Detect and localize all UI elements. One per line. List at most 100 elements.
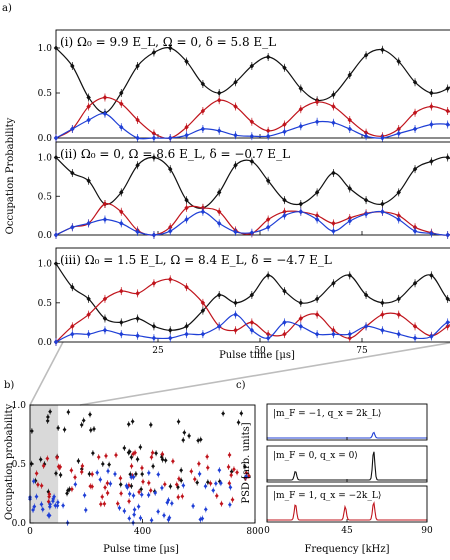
black-data-point — [217, 189, 222, 195]
red-data-point — [217, 97, 222, 103]
red-data-point — [36, 482, 40, 487]
black-data-point — [100, 461, 105, 467]
blue-data-point — [396, 130, 401, 137]
black-data-point — [233, 300, 238, 306]
black-data-point — [380, 47, 385, 53]
black-fit-line — [55, 47, 450, 114]
blue-data-point — [445, 319, 450, 326]
blue-data-point — [102, 327, 108, 333]
blue-data-point — [131, 474, 136, 480]
black-data-point — [182, 430, 187, 435]
black-data-point — [221, 411, 226, 416]
black-data-point — [135, 457, 140, 462]
blue-data-point — [217, 467, 222, 473]
blue-data-point — [70, 331, 75, 337]
red-data-point — [298, 106, 303, 112]
blue-data-point — [102, 111, 108, 117]
blue-data-point — [184, 331, 189, 337]
red-data-point — [148, 488, 153, 493]
red-data-point — [205, 454, 210, 459]
black-data-point — [176, 419, 181, 424]
black-data-point — [119, 319, 124, 326]
blue-data-point — [169, 501, 174, 506]
blue-fit-line — [55, 314, 450, 343]
x-tick-label: 400 — [134, 527, 151, 537]
blue-data-point — [282, 129, 287, 135]
blue-data-point — [139, 492, 144, 497]
black-data-point — [249, 292, 255, 298]
blue-data-point — [146, 470, 151, 476]
red-data-point — [331, 220, 336, 226]
blue-data-point — [298, 123, 303, 129]
blue-data-point — [445, 232, 450, 238]
blue-data-point — [40, 507, 45, 512]
blue-data-point — [184, 216, 189, 223]
black-data-point — [412, 79, 418, 85]
red-data-point — [200, 300, 206, 306]
black-data-point — [412, 280, 418, 286]
blue-data-point — [249, 230, 255, 236]
black-data-point — [200, 81, 206, 87]
black-data-point — [205, 480, 210, 485]
black-data-point — [67, 487, 72, 492]
black-data-point — [396, 58, 401, 65]
red-data-point — [314, 311, 320, 318]
blue-data-point — [211, 488, 216, 493]
red-data-point — [137, 489, 141, 495]
blue-data-point — [445, 121, 450, 128]
black-data-point — [347, 72, 352, 78]
red-data-point — [119, 101, 124, 107]
blue-data-point — [363, 133, 369, 139]
black-data-point — [76, 458, 81, 464]
black-data-point — [86, 296, 91, 302]
black-data-point — [298, 201, 303, 207]
blue-data-point — [149, 518, 154, 523]
black-data-point — [86, 178, 91, 184]
black-data-point — [298, 300, 303, 306]
blue-data-point — [31, 479, 36, 484]
red-data-point — [104, 453, 108, 459]
red-data-point — [129, 463, 134, 469]
red-data-point — [265, 216, 271, 223]
blue-data-point — [265, 224, 271, 230]
state-label: |m_F = 0, q_x = 0⟩ — [273, 451, 358, 461]
red-data-point — [55, 455, 59, 460]
blue-data-point — [227, 502, 232, 507]
blue-data-point — [265, 133, 271, 139]
red-data-point — [98, 501, 103, 507]
blue-data-point — [53, 135, 59, 141]
black-data-point — [429, 158, 434, 164]
black-data-point — [135, 315, 140, 322]
black-data-point — [163, 458, 168, 463]
red-data-point — [34, 471, 39, 476]
blue-data-point — [396, 331, 401, 337]
red-data-point — [102, 296, 108, 302]
black-data-point — [347, 185, 352, 192]
y-tick-label: 1.0 — [38, 260, 53, 270]
red-data-point — [105, 490, 110, 496]
black-data-point — [151, 154, 157, 161]
black-data-point — [331, 170, 336, 176]
red-data-point — [79, 469, 84, 475]
red-data-point — [219, 501, 224, 506]
blue-data-point — [203, 507, 208, 512]
red-data-point — [141, 479, 145, 484]
blue-data-point — [31, 507, 35, 513]
black-data-point — [151, 323, 157, 329]
chart-c: |m_F = −1, q_x = 2k_L⟩ |m_F = 0, q_x = 0⟩… — [264, 403, 433, 536]
black-data-point — [184, 58, 189, 65]
panel-label-a: a) — [2, 3, 12, 14]
red-data-point — [118, 476, 123, 481]
black-data-point — [412, 166, 418, 172]
blue-data-point — [298, 209, 303, 215]
red-data-point — [380, 311, 385, 318]
red-data-point — [102, 501, 107, 507]
black-data-point — [54, 471, 58, 476]
black-data-point — [118, 482, 123, 487]
black-data-point — [217, 292, 222, 298]
blue-data-point — [429, 333, 434, 340]
black-data-point — [168, 166, 173, 172]
blue-data-point — [191, 503, 195, 509]
blue-data-point — [167, 515, 172, 520]
blue-data-point — [98, 477, 103, 482]
